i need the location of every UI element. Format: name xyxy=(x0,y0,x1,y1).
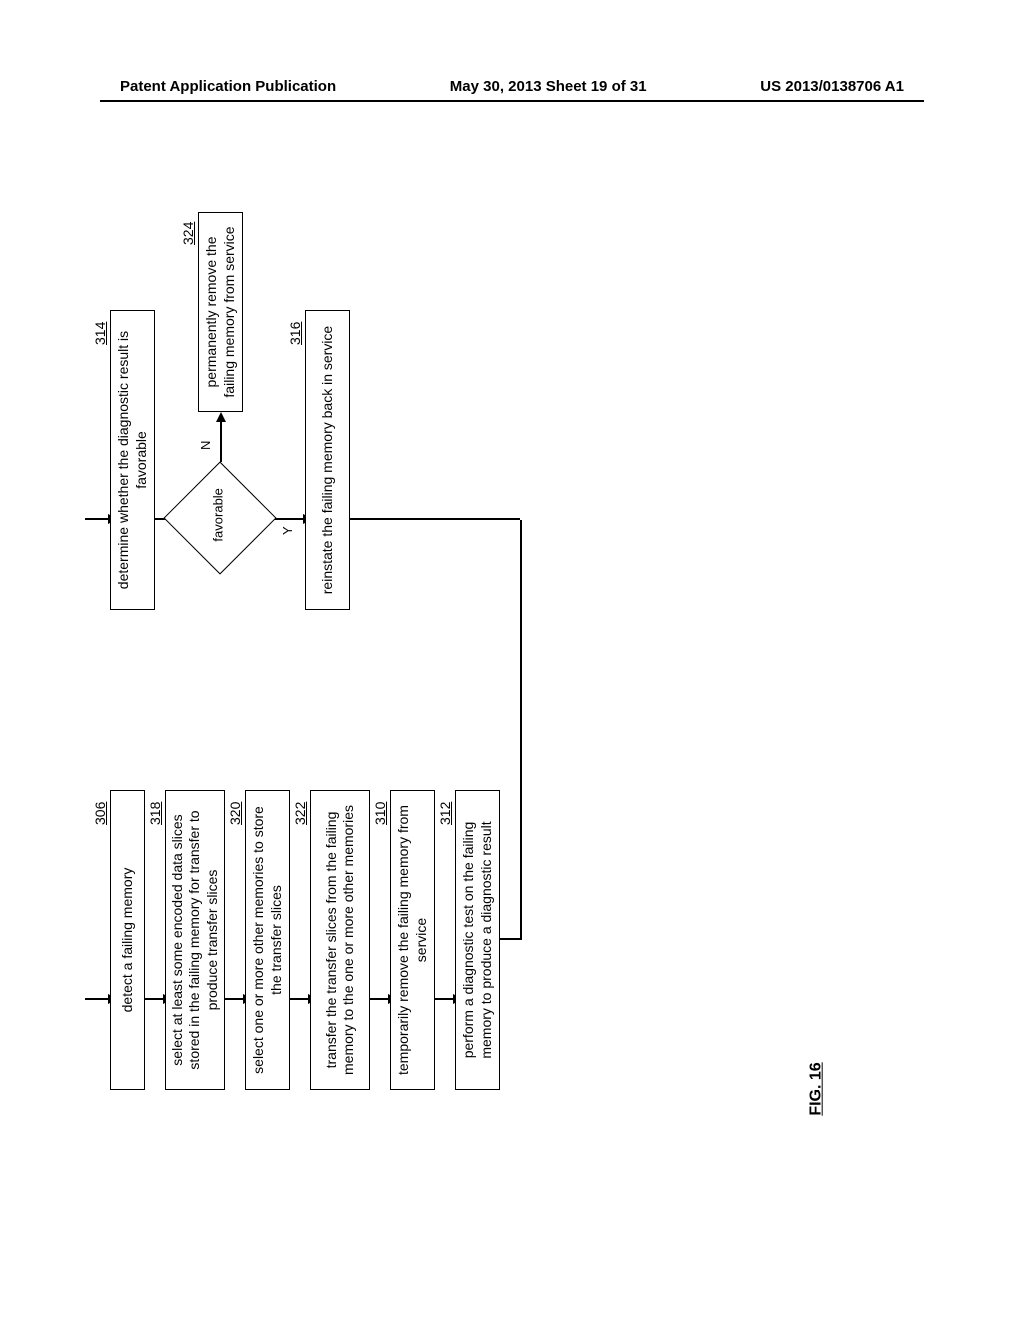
step-num-316: 316 xyxy=(287,322,303,345)
decision-favorable: favorable xyxy=(163,461,276,574)
arrow-icon xyxy=(216,412,226,422)
box-312: perform a diagnostic test on the failing… xyxy=(455,790,500,1090)
box-314: determine whether the diagnostic result … xyxy=(110,310,155,610)
box-320-text: select one or more other memories to sto… xyxy=(250,799,285,1081)
step-num-322: 322 xyxy=(292,802,308,825)
step-num-314: 314 xyxy=(92,322,108,345)
box-306-text: detect a failing memory xyxy=(119,868,137,1013)
connector xyxy=(500,939,520,941)
box-322-text: transfer the transfer slices from the fa… xyxy=(323,799,358,1081)
box-318: select at least some encoded data slices… xyxy=(165,790,225,1090)
connector xyxy=(85,999,110,1001)
header-left: Patent Application Publication xyxy=(120,78,336,95)
box-316: reinstate the failing memory back in ser… xyxy=(305,310,350,610)
step-num-324: 324 xyxy=(180,222,196,245)
header-right: US 2013/0138706 A1 xyxy=(760,78,904,95)
connector xyxy=(275,519,305,521)
box-306: detect a failing memory xyxy=(110,790,145,1090)
connector xyxy=(225,999,245,1001)
box-318-text: select at least some encoded data slices… xyxy=(169,799,222,1081)
step-num-312: 312 xyxy=(437,802,453,825)
connector xyxy=(220,420,222,462)
box-312-text: perform a diagnostic test on the failing… xyxy=(460,799,495,1081)
box-310: temporarily remove the failing memory fr… xyxy=(390,790,435,1090)
step-num-320: 320 xyxy=(227,802,243,825)
figure-label: FIG. 16 xyxy=(808,1062,826,1115)
header-divider xyxy=(100,100,924,102)
connector xyxy=(370,999,390,1001)
header-center: May 30, 2013 Sheet 19 of 31 xyxy=(450,78,647,95)
box-316-text: reinstate the failing memory back in ser… xyxy=(319,326,337,594)
connector xyxy=(290,999,310,1001)
box-314-text: determine whether the diagnostic result … xyxy=(115,319,150,601)
connector xyxy=(520,520,522,940)
connector xyxy=(145,999,165,1001)
box-322: transfer the transfer slices from the fa… xyxy=(310,790,370,1090)
flowchart: 306 detect a failing memory 318 select a… xyxy=(110,320,930,1020)
decision-label: favorable xyxy=(211,465,226,565)
label-no: N xyxy=(198,441,213,450)
step-num-318: 318 xyxy=(147,802,163,825)
step-num-310: 310 xyxy=(372,802,388,825)
step-num-306: 306 xyxy=(92,802,108,825)
label-yes: Y xyxy=(280,526,295,535)
box-324-text: permanently remove the failing memory fr… xyxy=(203,221,238,403)
page-header: Patent Application Publication May 30, 2… xyxy=(0,78,1024,95)
box-324: permanently remove the failing memory fr… xyxy=(198,212,243,412)
box-320: select one or more other memories to sto… xyxy=(245,790,290,1090)
box-310-text: temporarily remove the failing memory fr… xyxy=(395,799,430,1081)
connector xyxy=(435,999,455,1001)
